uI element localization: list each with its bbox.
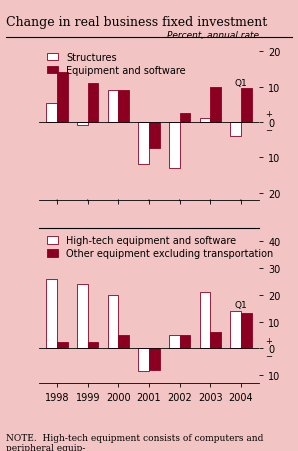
Bar	[57, 342, 68, 349]
Legend: Structures, Equipment and software: Structures, Equipment and software	[44, 50, 189, 78]
Text: +: +	[265, 110, 272, 119]
Bar	[118, 335, 129, 349]
Legend: High-tech equipment and software, Other equipment excluding transportation: High-tech equipment and software, Other …	[44, 233, 276, 262]
Bar	[77, 123, 88, 126]
Text: +: +	[265, 336, 272, 345]
Text: −: −	[265, 351, 272, 360]
Bar	[210, 87, 221, 123]
Text: NOTE.  High-tech equipment consists of computers and peripheral equip-
ment and : NOTE. High-tech equipment consists of co…	[6, 433, 263, 451]
Text: Q1: Q1	[235, 78, 247, 87]
Bar	[149, 349, 160, 370]
Bar	[46, 103, 57, 123]
Bar	[200, 292, 210, 349]
Bar	[138, 349, 149, 371]
Bar	[180, 114, 190, 123]
Bar	[210, 332, 221, 349]
Bar	[230, 311, 241, 349]
Bar	[169, 335, 180, 349]
Bar	[180, 335, 190, 349]
Bar	[241, 89, 252, 123]
Bar	[57, 74, 68, 123]
Text: Percent, annual rate: Percent, annual rate	[167, 31, 259, 40]
Bar	[88, 84, 98, 123]
Bar	[138, 123, 149, 165]
Bar	[118, 91, 129, 123]
Text: Change in real business fixed investment: Change in real business fixed investment	[6, 16, 267, 29]
Text: Q1: Q1	[235, 301, 247, 310]
Bar	[77, 285, 88, 349]
Bar	[241, 314, 252, 349]
Bar	[108, 295, 118, 349]
Bar	[46, 279, 57, 349]
Bar	[200, 119, 210, 123]
Bar	[230, 123, 241, 137]
Bar	[108, 91, 118, 123]
Text: −: −	[265, 125, 272, 134]
Bar	[88, 342, 98, 349]
Bar	[169, 123, 180, 169]
Bar	[149, 123, 160, 149]
